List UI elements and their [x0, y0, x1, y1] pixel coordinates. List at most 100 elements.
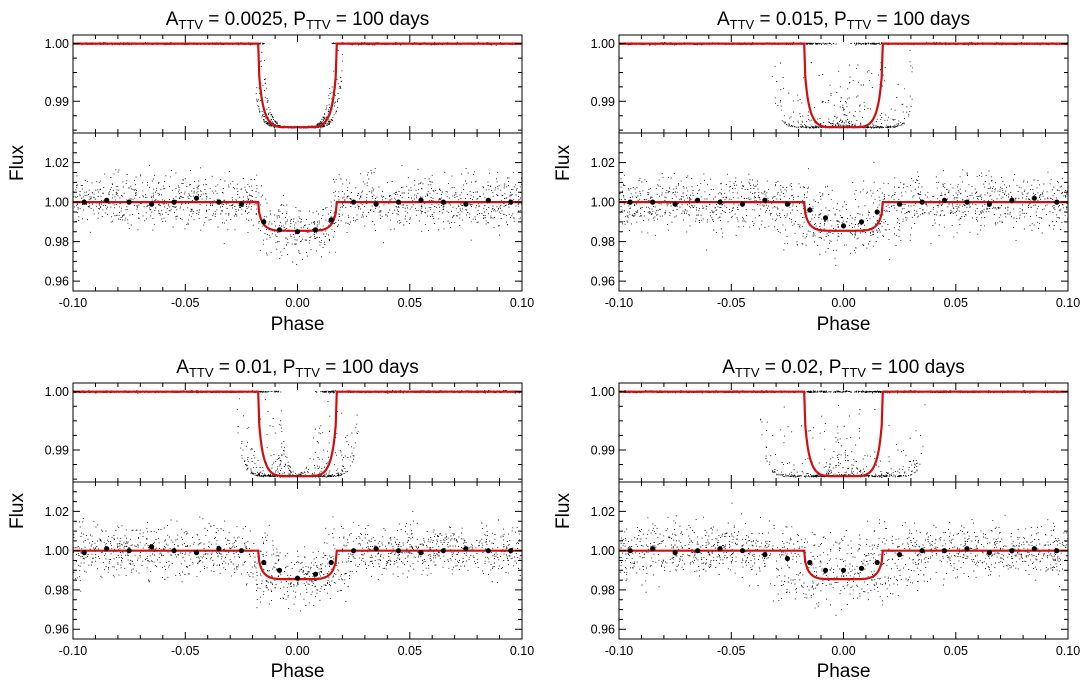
- x-tick-label: 0.00: [285, 296, 309, 310]
- binned-point: [695, 197, 701, 203]
- y-axis-label: Flux: [7, 145, 28, 181]
- binned-point: [1031, 195, 1037, 201]
- title-title-suffix: = 100 days: [320, 357, 419, 378]
- binned-point: [193, 550, 200, 556]
- binned-point: [650, 546, 656, 552]
- binned-point: [312, 227, 319, 233]
- model-curve-top: [73, 42, 522, 129]
- title-title-sub2: TTV: [295, 365, 320, 380]
- binned-point: [463, 546, 469, 552]
- top-panel-frame: [72, 382, 523, 483]
- title-title-prefix: A: [166, 9, 179, 30]
- bottom-panel-frame: [618, 481, 1069, 640]
- title-title-prefix: A: [176, 357, 189, 378]
- bottom-y-tick-label: 1.00: [45, 544, 69, 558]
- x-tick-label: -0.05: [171, 644, 200, 658]
- noisy-points: [73, 164, 522, 265]
- binned-point: [784, 555, 791, 562]
- top-panel-frame: [618, 34, 1069, 134]
- title-title-sub2: TTV: [841, 365, 866, 380]
- binned-point: [897, 552, 903, 558]
- x-tick-label: 0.10: [1056, 296, 1080, 310]
- binned-point: [261, 559, 267, 566]
- binned-point: [508, 548, 514, 554]
- x-axis-label: Phase: [271, 314, 325, 335]
- x-tick-label: -0.10: [59, 296, 88, 310]
- x-tick-label: -0.10: [59, 644, 88, 658]
- binned-point: [964, 199, 970, 205]
- unbinned-points: [619, 389, 1068, 478]
- bottom-y-tick-label: 1.00: [591, 196, 615, 210]
- binned-point: [171, 548, 177, 554]
- binned-point: [840, 567, 847, 573]
- binned-point: [919, 548, 925, 554]
- axis-ticks: [618, 35, 1069, 292]
- chart-panel-3: ATTV = 0.01, PTTV = 100 days -0.10 -0.05 0.…: [7, 357, 534, 682]
- top-panel-frame: [72, 34, 523, 134]
- binned-point: [216, 199, 222, 205]
- binned-point: [627, 199, 633, 205]
- binned-point: [739, 548, 746, 554]
- title-title-sub1: TTV: [189, 365, 214, 380]
- top-y-tick-label: 1.00: [45, 37, 69, 51]
- binned-point: [485, 548, 491, 554]
- x-tick-label: -0.05: [171, 296, 200, 310]
- x-axis-label: Phase: [271, 661, 325, 682]
- bottom-y-tick-label: 1.02: [591, 156, 615, 170]
- x-tick-label: 0.05: [398, 644, 422, 658]
- bottom-y-tick-label: 0.98: [45, 235, 69, 249]
- binned-point: [440, 199, 446, 205]
- binned-point: [695, 548, 701, 554]
- binned-point: [395, 199, 402, 205]
- binned-point: [238, 548, 244, 554]
- binned-point: [508, 199, 514, 205]
- x-tick-label: 0.00: [831, 296, 855, 310]
- x-tick-label: 0.10: [510, 644, 534, 658]
- binned-point: [717, 546, 723, 552]
- chart-title: ATTV = 0.0025, PTTV = 100 days: [166, 9, 430, 32]
- top-y-tick-label: 0.99: [45, 95, 69, 109]
- binned-point: [126, 548, 132, 554]
- bottom-y-tick-label: 1.02: [45, 156, 69, 170]
- bottom-y-tick-label: 0.98: [45, 583, 69, 597]
- binned-point: [627, 548, 633, 554]
- binned-point: [1009, 548, 1015, 554]
- binned-point: [807, 559, 813, 566]
- title-title-sub2: TTV: [847, 17, 872, 32]
- bottom-y-tick-label: 0.96: [591, 623, 615, 637]
- binned-point: [986, 550, 993, 556]
- binned-point: [784, 201, 791, 207]
- bottom-y-tick-label: 0.96: [45, 275, 69, 289]
- model-curve-top: [619, 390, 1068, 478]
- bottom-y-tick-label: 0.98: [591, 235, 615, 249]
- binned-point: [807, 207, 813, 213]
- title-title-suffix: = 100 days: [871, 9, 970, 30]
- binned-point: [822, 567, 829, 573]
- binned-point: [104, 546, 110, 552]
- binned-point: [312, 571, 319, 577]
- model-curve-bottom: [619, 549, 1068, 581]
- chart-title: ATTV = 0.01, PTTV = 100 days: [176, 357, 418, 380]
- top-y-tick-label: 0.99: [591, 443, 615, 457]
- binned-point: [81, 550, 87, 556]
- noisy-points: [619, 161, 1068, 266]
- binned-point: [81, 199, 87, 205]
- binned-point: [941, 197, 948, 203]
- binned-point: [717, 199, 723, 205]
- binned-point: [485, 197, 491, 203]
- binned-point: [672, 201, 678, 207]
- chart-title: ATTV = 0.02, PTTV = 100 days: [722, 357, 964, 380]
- bottom-y-tick-label: 1.00: [45, 196, 69, 210]
- title-title-mid: = 0.02, P: [760, 357, 842, 378]
- title-title-prefix: A: [717, 9, 730, 30]
- title-title-suffix: = 100 days: [866, 357, 965, 378]
- top-y-tick-label: 0.99: [45, 443, 69, 457]
- binned-point: [739, 201, 746, 207]
- bottom-y-tick-label: 0.96: [591, 275, 615, 289]
- binned-point: [463, 201, 469, 207]
- title-title-sub1: TTV: [178, 17, 203, 32]
- noisy-points: [73, 510, 522, 612]
- bottom-y-tick-label: 1.02: [591, 505, 615, 519]
- model-curve-bottom: [73, 201, 522, 232]
